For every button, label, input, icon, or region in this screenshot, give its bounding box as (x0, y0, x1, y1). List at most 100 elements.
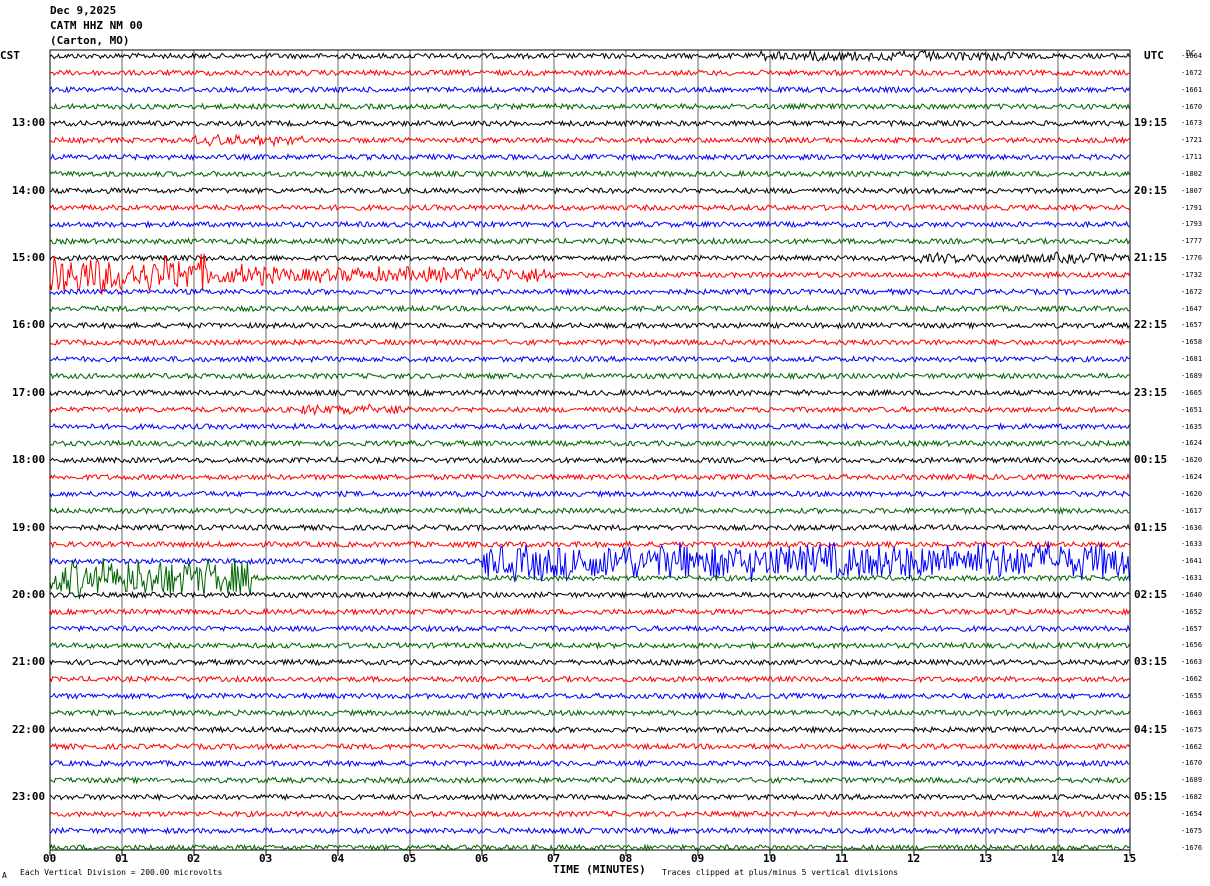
seismic-trace (49, 338, 1130, 347)
seismic-trace (49, 472, 1130, 482)
seismic-trace (49, 102, 1130, 111)
dc-offset-value: -1662 (1181, 675, 1203, 684)
seismic-trace (49, 236, 1130, 246)
dc-offset-value: -1658 (1181, 338, 1203, 347)
dc-offset-value: -1672 (1181, 287, 1203, 296)
seismic-trace (49, 422, 1130, 431)
dc-offset-value: -1670 (1181, 102, 1203, 111)
seismic-trace (49, 540, 1130, 549)
seismic-trace (49, 674, 1130, 684)
seismic-trace (49, 708, 1130, 717)
x-tick-label: 11 (835, 852, 849, 865)
dc-offset-value: -1636 (1181, 523, 1203, 532)
seismic-trace (49, 186, 1130, 195)
x-tick-label: 07 (547, 852, 561, 865)
dc-offset-value: -1689 (1181, 776, 1203, 785)
utc-hour-label: 21:15 (1134, 251, 1168, 265)
dc-offset-value: -1633 (1181, 540, 1203, 549)
seismic-trace (49, 792, 1130, 802)
corner-mark: A (2, 871, 7, 880)
seismic-trace (49, 85, 1130, 94)
dc-offset-value: -1663 (1181, 708, 1203, 717)
dc-offset-value: -1689 (1181, 372, 1203, 380)
utc-hour-label: 04:15 (1134, 722, 1168, 736)
seismic-trace (49, 641, 1130, 650)
x-tick-label: 06 (475, 852, 489, 865)
dc-offset-value: -1641 (1181, 557, 1203, 566)
seismic-trace (49, 169, 1130, 178)
seismic-trace (49, 691, 1130, 701)
dc-offset-value: -1777 (1181, 237, 1203, 246)
seismic-trace (49, 759, 1130, 768)
dc-offset-value: -1793 (1181, 220, 1203, 229)
utc-hour-label: 22:15 (1134, 318, 1168, 332)
dc-offset-value: -1663 (1181, 658, 1203, 667)
dc-offset-value: -1624 (1181, 439, 1203, 448)
station-label: CATM HHZ NM 00 (50, 19, 143, 32)
date-label: Dec 9,2025 (50, 4, 117, 17)
seismic-trace (49, 725, 1130, 735)
seismic-trace (49, 119, 1130, 128)
left-timezone-label: CST (0, 49, 20, 62)
cst-hour-label: 23:00 (12, 790, 46, 804)
seismic-trace (49, 624, 1130, 633)
dc-offset-value: -1670 (1181, 759, 1203, 768)
dc-header-label: DC (1186, 49, 1196, 58)
seismic-trace (49, 133, 1130, 148)
seismic-trace (49, 489, 1130, 498)
dc-offset-value: -1675 (1181, 725, 1203, 734)
cst-hour-label: 19:00 (12, 520, 46, 534)
seismic-trace (49, 203, 1130, 212)
dc-offset-value: -1657 (1181, 321, 1203, 330)
dc-offset-value: -1802 (1181, 169, 1203, 178)
utc-hour-label: 01:15 (1134, 520, 1168, 534)
dc-offset-value: -1656 (1181, 641, 1203, 650)
x-tick-label: 08 (619, 852, 633, 865)
cst-hour-label: 21:00 (12, 655, 46, 669)
dc-offset-value: -1617 (1181, 506, 1203, 515)
dc-offset-value: -1657 (1181, 624, 1203, 633)
dc-offset-value: -1654 (1181, 809, 1203, 818)
x-axis-title: TIME (MINUTES) (553, 863, 646, 876)
dc-offset-value: -1631 (1181, 574, 1203, 583)
utc-hour-label: 19:15 (1134, 116, 1168, 130)
utc-hour-label: 03:15 (1134, 655, 1168, 669)
seismic-trace (49, 304, 1130, 313)
seismic-trace (49, 253, 1130, 295)
seismic-trace (49, 843, 1130, 852)
seismic-trace (49, 455, 1130, 465)
seismic-trace (49, 251, 1130, 265)
utc-hour-label: 00:15 (1134, 453, 1168, 467)
utc-hour-label: 05:15 (1134, 790, 1168, 804)
x-tick-label: 09 (691, 852, 705, 865)
seismic-trace (49, 557, 1130, 600)
dc-offset-value: -1635 (1181, 422, 1203, 431)
x-tick-label: 03 (259, 852, 273, 865)
right-timezone-label: UTC (1144, 49, 1164, 62)
x-tick-label: 13 (979, 852, 993, 865)
dc-offset-value: -1676 (1181, 843, 1203, 852)
seismic-trace (49, 403, 1130, 417)
dc-offset-value: -1620 (1181, 489, 1203, 498)
dc-offset-value: -1655 (1181, 692, 1203, 700)
seismic-trace (49, 826, 1130, 835)
seismic-trace (49, 742, 1130, 751)
x-tick-label: 12 (907, 852, 921, 865)
seismic-trace (49, 49, 1130, 63)
cst-hour-label: 18:00 (12, 453, 46, 467)
x-tick-label: 05 (403, 852, 417, 865)
x-tick-label: 01 (115, 852, 129, 865)
dc-offset-value: -1624 (1181, 473, 1203, 482)
scale-note: Each Vertical Division = 200.00 microvol… (20, 868, 223, 877)
seismic-trace (49, 321, 1130, 330)
dc-offset-value: -1732 (1181, 270, 1203, 279)
cst-hour-label: 16:00 (12, 318, 46, 332)
x-tick-label: 14 (1051, 852, 1065, 865)
dc-offset-value: -1675 (1181, 826, 1203, 835)
cst-hour-label: 17:00 (12, 385, 46, 399)
seismic-trace (49, 590, 1130, 600)
seismic-trace (49, 388, 1130, 397)
seismic-trace (49, 287, 1130, 297)
seismic-trace (49, 371, 1130, 381)
